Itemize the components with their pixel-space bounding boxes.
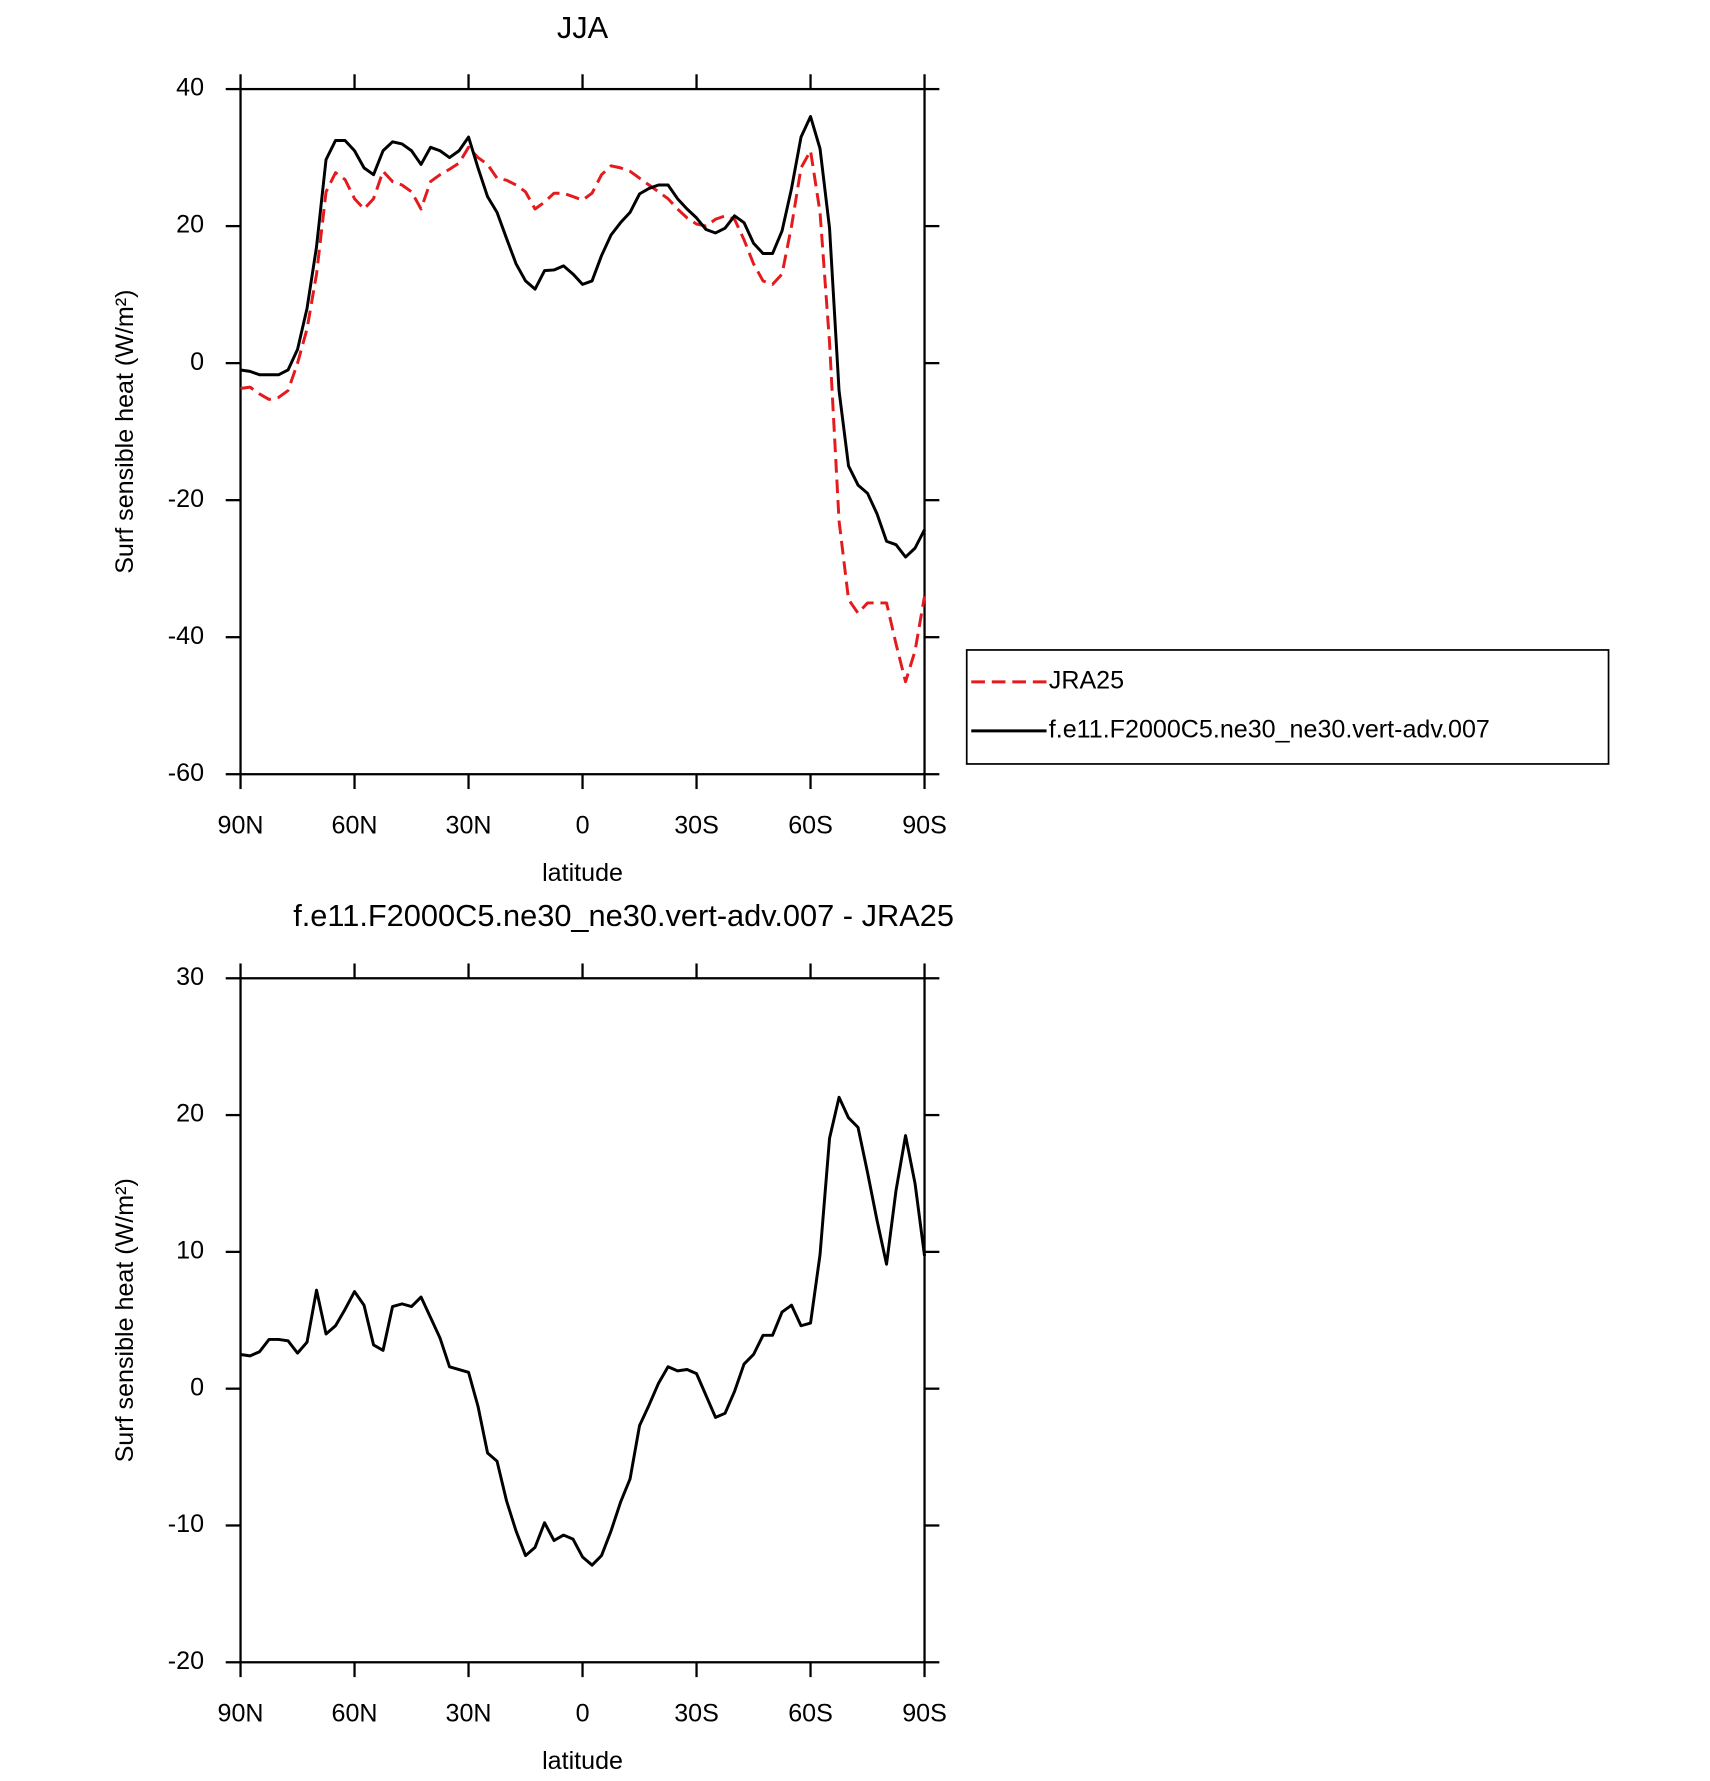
series-line: [240, 115, 926, 559]
y-tick-label: 30: [176, 963, 204, 991]
legend: JRA25 f.e11.F2000C5.ne30_ne30.vert-adv.00…: [965, 649, 1610, 765]
y-tick-label: -20: [168, 485, 204, 513]
y-tick-label: -60: [168, 759, 204, 787]
y-tick-label: 20: [176, 1100, 204, 1128]
y-tick-label: -20: [168, 1647, 204, 1675]
legend-label: JRA25: [1049, 667, 1124, 695]
y-axis-label: Surf sensible heat (W/m²): [111, 1178, 139, 1462]
x-tick-label: 60S: [788, 1699, 833, 1727]
chart-title: f.e11.F2000C5.ne30_ne30.vert-adv.007 - J…: [293, 898, 954, 933]
y-tick-label: 0: [190, 1373, 204, 1401]
x-axis-label: latitude: [542, 1747, 623, 1775]
y-axis-label: Surf sensible heat (W/m²): [111, 290, 139, 574]
y-tick-label: 10: [176, 1237, 204, 1265]
plot-frame: [239, 87, 926, 776]
x-tick-label: 90S: [902, 811, 947, 839]
x-tick-label: 90N: [218, 811, 264, 839]
y-tick-label: 20: [176, 211, 204, 239]
plot: JJA -60 -40 -20 0 20 40 90N 60N 30N 0 30S 60S 90S lati…: [111, 10, 1610, 887]
x-tick-label: 30N: [446, 1699, 492, 1727]
x-tick-label: 30S: [674, 1699, 719, 1727]
chart-title: JJA: [557, 10, 609, 45]
y-tick-label: 40: [176, 74, 204, 102]
x-axis-label: latitude: [542, 859, 623, 887]
x-tick-label: 30S: [674, 811, 719, 839]
x-tick-label: 60N: [332, 811, 378, 839]
x-tick-label: 0: [576, 1699, 590, 1727]
plot: f.e11.F2000C5.ne30_ne30.vert-adv.007 - J…: [111, 898, 954, 1775]
series-line: [240, 145, 927, 684]
x-tick-label: 90S: [902, 1699, 947, 1727]
series-line: [240, 1095, 927, 1567]
y-tick-label: -10: [168, 1510, 204, 1538]
legend-label: f.e11.F2000C5.ne30_ne30.vert-adv.007: [1049, 716, 1490, 744]
plot-frame: [239, 977, 926, 1664]
y-tick-label: -40: [168, 622, 204, 650]
y-tick-label: 0: [190, 348, 204, 376]
x-tick-label: 0: [576, 811, 590, 839]
legend-frame: [965, 649, 1610, 765]
x-tick-label: 60N: [332, 1699, 378, 1727]
x-tick-label: 60S: [788, 811, 833, 839]
x-tick-label: 30N: [446, 811, 492, 839]
x-tick-label: 90N: [218, 1699, 264, 1727]
